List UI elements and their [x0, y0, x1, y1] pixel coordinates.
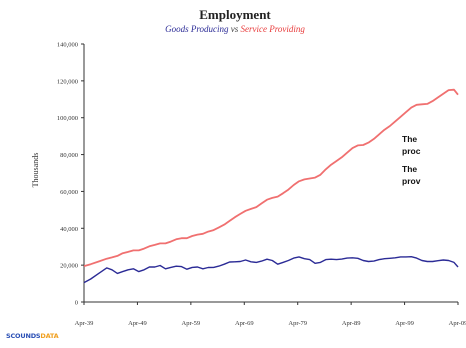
x-tick-label: Apr-49: [128, 320, 147, 327]
series-layer: [83, 88, 459, 284]
y-tick-label: 80,000: [60, 152, 78, 159]
y-tick-label: 0: [75, 300, 78, 307]
series-line-goods-producing: [83, 256, 459, 284]
annotation-goods-line2: proc: [402, 146, 421, 156]
subtitle-service: Service Providing: [240, 24, 305, 34]
y-tick-label: 120,000: [57, 78, 78, 85]
annotation-service: The prov: [402, 163, 466, 187]
series-line-service-providing: [83, 88, 459, 267]
logo-text-primary: SCOUNDS: [6, 332, 41, 340]
x-tick-label: Apr-69: [235, 320, 254, 327]
chart-title: Employment: [199, 7, 271, 22]
y-tick-label: 40,000: [60, 226, 78, 233]
x-tick-label: Apr-89: [342, 320, 361, 327]
x-tick-label: Apr-99: [395, 320, 414, 327]
annotation-goods-line1: The: [402, 134, 418, 144]
y-tick-label: 60,000: [60, 189, 78, 196]
y-tick-label: 100,000: [57, 115, 78, 122]
subtitle-connector: vs: [230, 24, 239, 34]
x-tick-label: Apr-79: [288, 320, 307, 327]
subtitle-goods: Goods Producing: [165, 24, 229, 34]
brand-logo: SCOUNDSDATA: [6, 332, 59, 340]
x-tick-label: Apr-59: [182, 320, 201, 327]
annotation-service-line1: The: [402, 164, 418, 174]
x-tick-label: Apr-09: [449, 320, 466, 327]
y-axis: 0 20,000 40,000 60,000 80,000 100,000 120,000 1…: [57, 42, 85, 307]
chart-subtitle: Goods Producing vs Service Providing: [0, 24, 466, 34]
x-axis: Apr-39 Apr-49 Apr-59 Apr-69 Apr-79 Apr-89 Apr-…: [75, 301, 466, 327]
annotation-goods: The proc: [402, 133, 466, 157]
y-tick-label: 20,000: [60, 263, 78, 270]
x-tick-label: Apr-39: [75, 320, 94, 327]
annotation-service-line2: prov: [402, 176, 421, 186]
y-axis-label: Thousands: [31, 153, 40, 188]
y-tick-label: 140,000: [57, 42, 78, 49]
logo-text-secondary: DATA: [40, 332, 59, 340]
